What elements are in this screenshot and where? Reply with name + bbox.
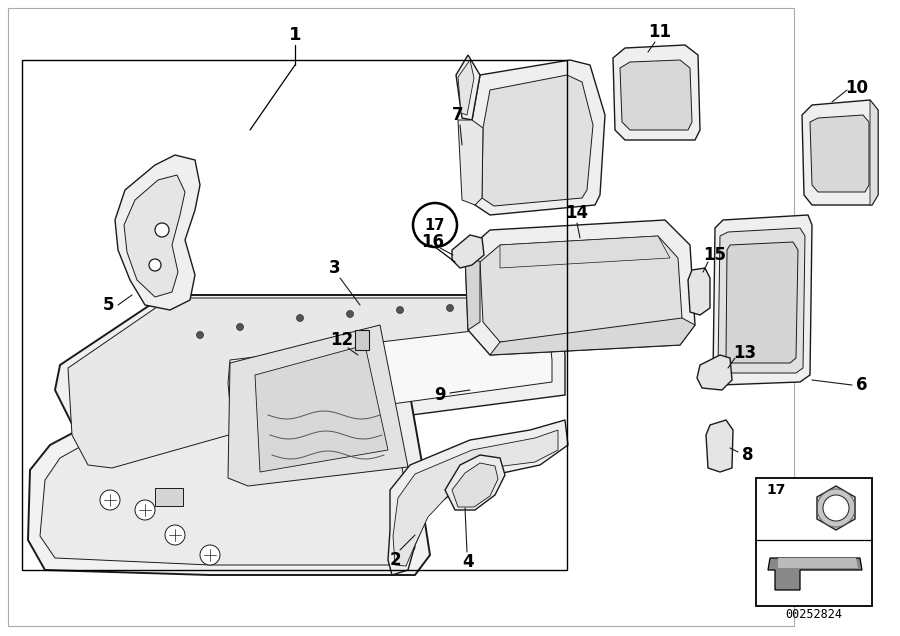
Polygon shape bbox=[452, 463, 498, 507]
Polygon shape bbox=[458, 60, 474, 115]
Text: 10: 10 bbox=[845, 79, 868, 97]
Polygon shape bbox=[697, 355, 732, 390]
Text: 3: 3 bbox=[329, 259, 341, 277]
Text: 00252824: 00252824 bbox=[786, 607, 842, 621]
Polygon shape bbox=[465, 252, 480, 330]
Text: 12: 12 bbox=[330, 331, 354, 349]
Text: 17: 17 bbox=[766, 483, 786, 497]
Polygon shape bbox=[778, 558, 858, 568]
Polygon shape bbox=[870, 100, 878, 205]
Circle shape bbox=[149, 259, 161, 271]
Bar bbox=[756, 478, 872, 606]
Polygon shape bbox=[255, 345, 388, 472]
Bar bbox=[155, 488, 183, 506]
Text: 13: 13 bbox=[734, 344, 757, 362]
Text: 14: 14 bbox=[565, 204, 589, 222]
Text: 16: 16 bbox=[421, 233, 445, 251]
Polygon shape bbox=[810, 115, 869, 192]
Text: 4: 4 bbox=[463, 553, 473, 571]
Circle shape bbox=[487, 305, 493, 312]
Circle shape bbox=[296, 314, 303, 322]
Circle shape bbox=[413, 203, 457, 247]
Text: 2: 2 bbox=[389, 551, 400, 569]
Polygon shape bbox=[480, 236, 682, 342]
Polygon shape bbox=[458, 120, 483, 205]
Polygon shape bbox=[388, 420, 568, 575]
Polygon shape bbox=[452, 235, 484, 268]
Polygon shape bbox=[228, 325, 408, 486]
Polygon shape bbox=[613, 45, 700, 140]
Polygon shape bbox=[500, 236, 670, 268]
Circle shape bbox=[446, 305, 454, 312]
Polygon shape bbox=[115, 155, 200, 310]
Circle shape bbox=[200, 545, 220, 565]
Polygon shape bbox=[124, 175, 185, 297]
Circle shape bbox=[346, 310, 354, 317]
Bar bbox=[355, 330, 369, 350]
Text: 11: 11 bbox=[649, 23, 671, 41]
Bar bbox=[8, 8, 794, 626]
Polygon shape bbox=[55, 295, 565, 470]
Text: 5: 5 bbox=[103, 296, 113, 314]
Bar bbox=[22, 60, 567, 570]
Circle shape bbox=[165, 525, 185, 545]
Polygon shape bbox=[40, 342, 415, 565]
Polygon shape bbox=[456, 55, 480, 120]
Polygon shape bbox=[445, 455, 505, 510]
Polygon shape bbox=[706, 420, 733, 472]
Polygon shape bbox=[465, 220, 695, 355]
Polygon shape bbox=[490, 318, 695, 355]
Polygon shape bbox=[215, 305, 565, 440]
Text: 15: 15 bbox=[704, 246, 726, 264]
Text: 9: 9 bbox=[434, 386, 446, 404]
Polygon shape bbox=[620, 60, 692, 130]
Polygon shape bbox=[68, 298, 555, 468]
Polygon shape bbox=[817, 486, 855, 530]
Polygon shape bbox=[393, 430, 558, 566]
Circle shape bbox=[100, 490, 120, 510]
Polygon shape bbox=[713, 215, 812, 385]
Circle shape bbox=[397, 307, 403, 314]
Text: 8: 8 bbox=[742, 446, 754, 464]
Circle shape bbox=[196, 331, 203, 338]
Circle shape bbox=[135, 500, 155, 520]
Text: 1: 1 bbox=[289, 26, 302, 44]
Circle shape bbox=[823, 495, 849, 521]
Text: 17: 17 bbox=[425, 218, 446, 233]
Circle shape bbox=[155, 223, 169, 237]
Polygon shape bbox=[472, 60, 605, 215]
Polygon shape bbox=[726, 242, 798, 363]
Polygon shape bbox=[28, 330, 430, 575]
Polygon shape bbox=[482, 75, 593, 206]
Polygon shape bbox=[768, 558, 862, 590]
Circle shape bbox=[237, 324, 244, 331]
Polygon shape bbox=[215, 310, 425, 500]
Text: 6: 6 bbox=[856, 376, 868, 394]
Polygon shape bbox=[718, 228, 805, 373]
Polygon shape bbox=[802, 100, 878, 205]
Text: 7: 7 bbox=[452, 106, 464, 124]
Polygon shape bbox=[688, 268, 710, 315]
Polygon shape bbox=[228, 322, 552, 426]
